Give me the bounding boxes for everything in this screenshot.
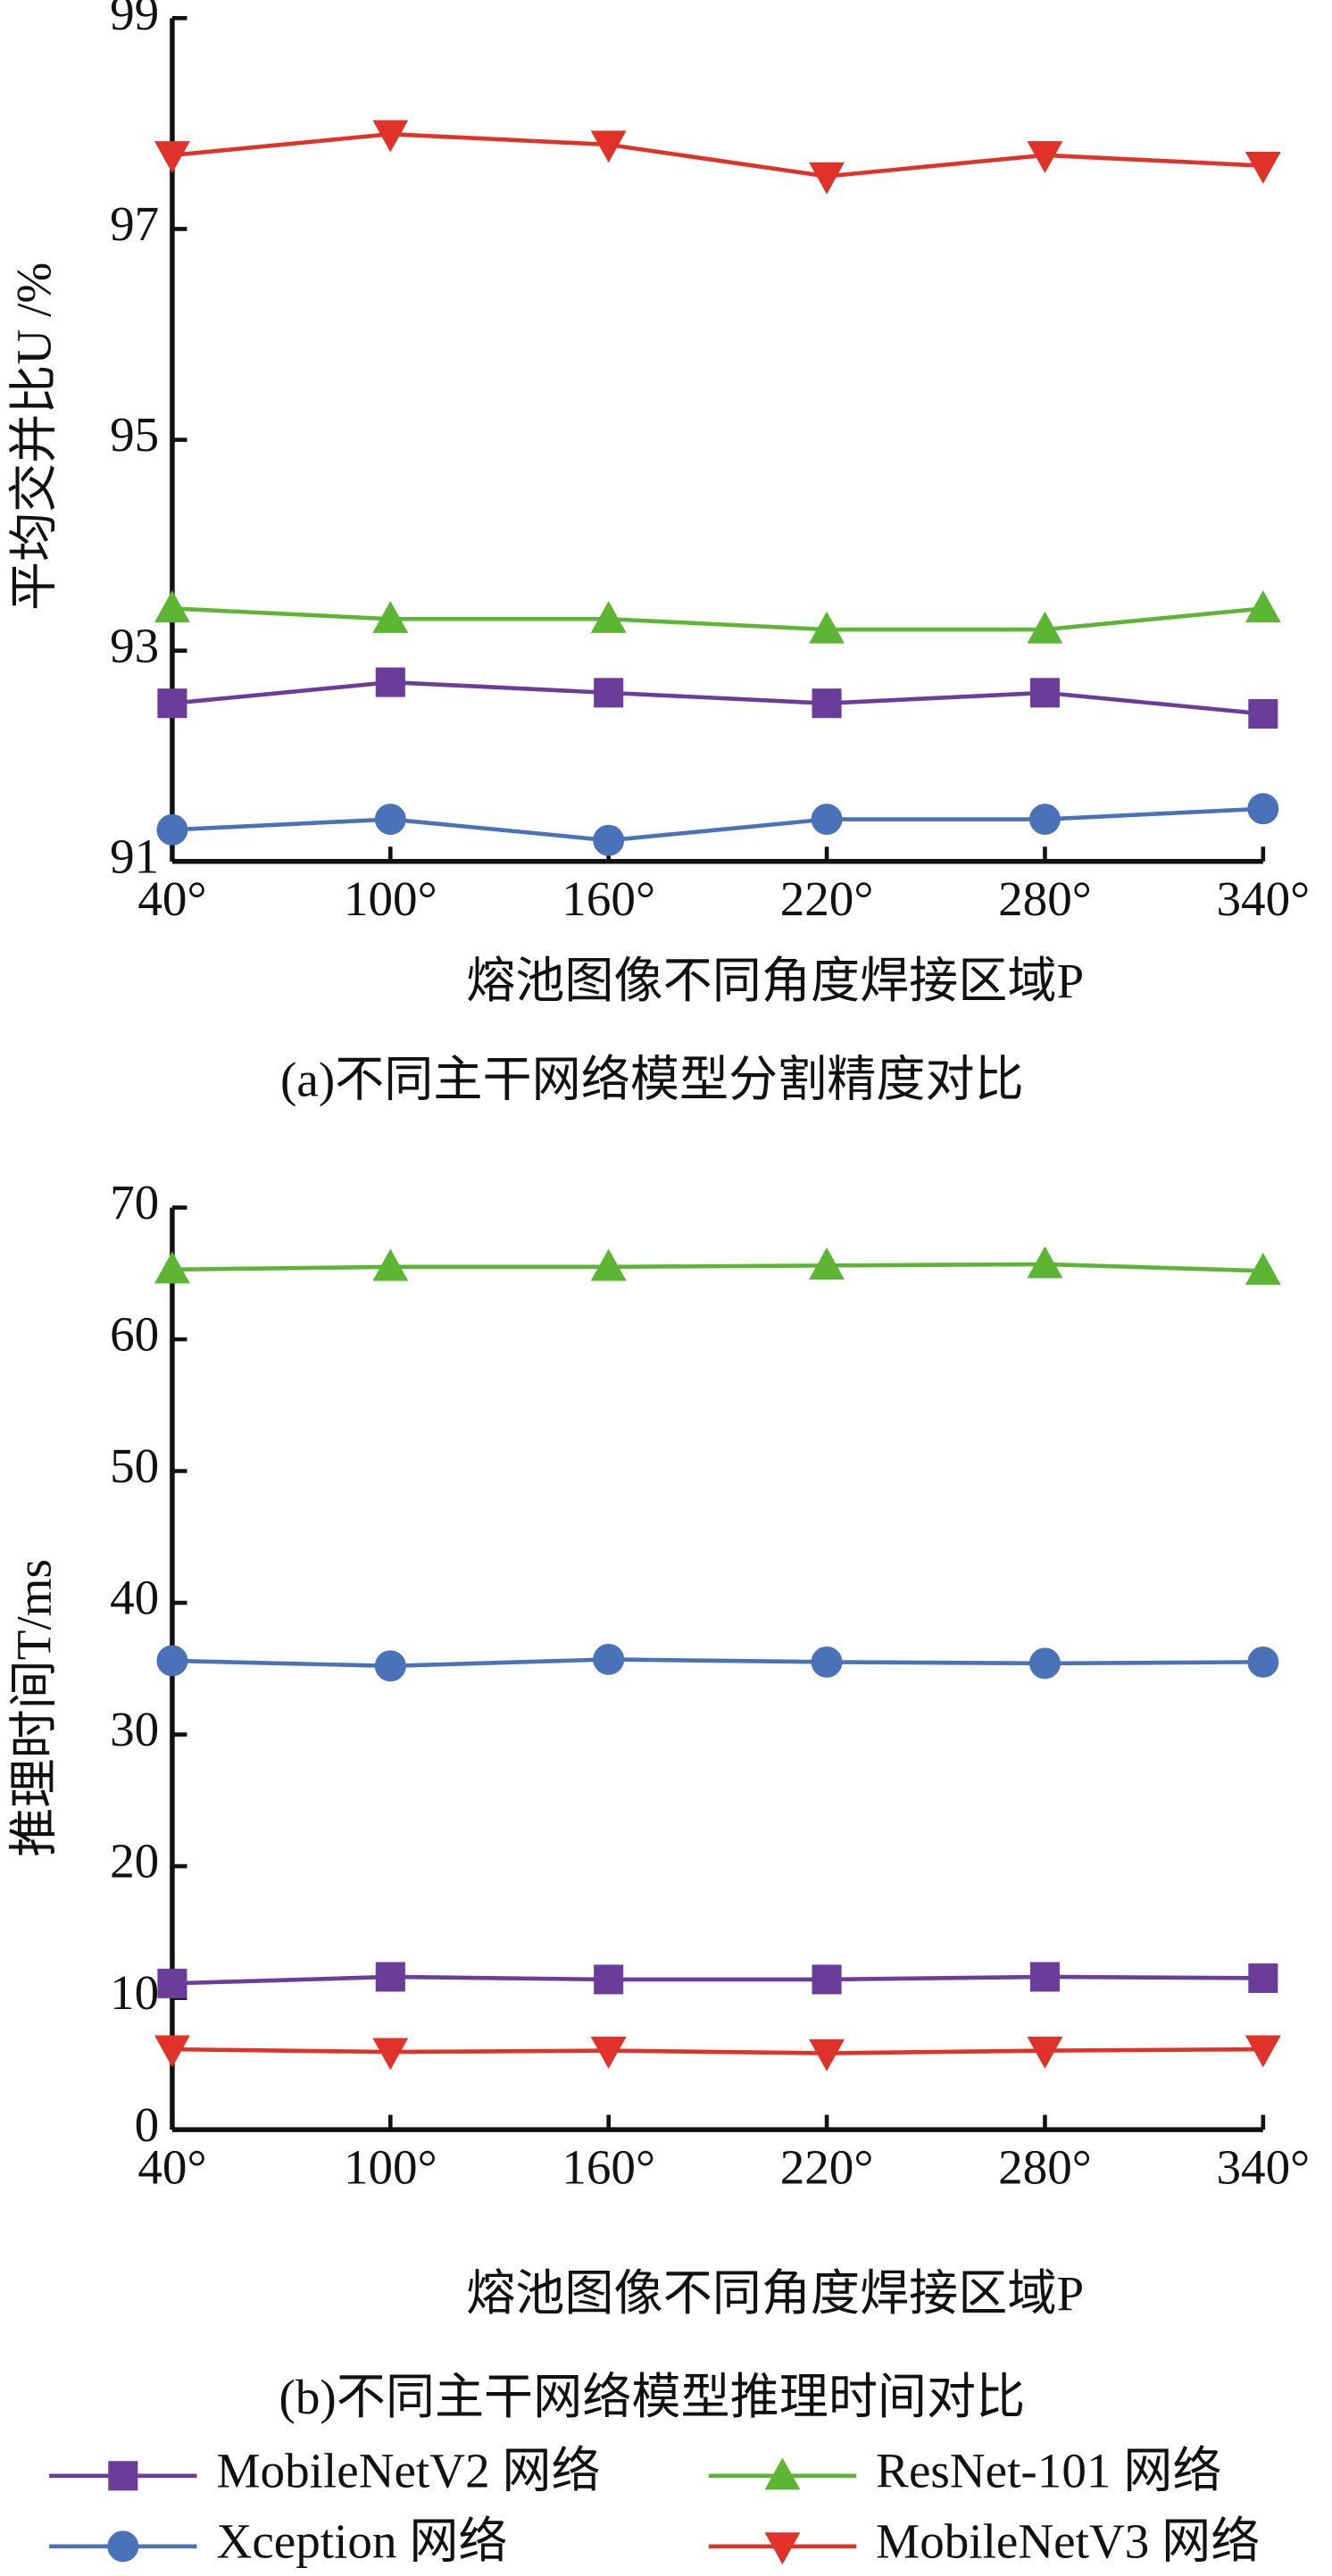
data-point [1245, 590, 1281, 623]
data-point [372, 1248, 409, 1281]
data-point [1245, 1253, 1281, 1285]
data-point [809, 162, 845, 195]
data-point [1028, 1647, 1061, 1680]
legend-marker [108, 2461, 138, 2491]
y-tick-label: 20 [110, 1834, 159, 1888]
y-tick-label: 50 [110, 1438, 159, 1493]
series-line [171, 2047, 1263, 2055]
legend-label: ResNet-101 网络 [876, 2443, 1221, 2497]
y-tick-label: 97 [110, 196, 159, 251]
data-point [154, 1251, 190, 1284]
data-point [156, 1645, 188, 1677]
y-tick-label: 40 [110, 1571, 159, 1625]
series-line [171, 1974, 1263, 1986]
data-point [1248, 1963, 1278, 1993]
data-point [809, 611, 845, 644]
data-point [374, 804, 406, 835]
y-tick-label: 60 [110, 1307, 159, 1362]
y-tick-label: 91 [110, 829, 159, 883]
series-line [171, 806, 1263, 843]
y-tick-label: 30 [110, 1702, 159, 1756]
legend-label: Xception 网络 [217, 2513, 508, 2568]
data-point [156, 813, 188, 846]
y-tick-label: 10 [110, 1965, 159, 2020]
data-point [1248, 698, 1278, 729]
data-point [1028, 804, 1061, 835]
legend-marker [764, 2457, 801, 2490]
y-tick-label: 93 [110, 618, 159, 672]
x-axis-label: 熔池图像不同角度焊接区域P [466, 954, 1084, 1008]
x-tick-label: 40° [137, 871, 206, 926]
data-point [1027, 141, 1063, 174]
series-line [171, 679, 1264, 716]
data-point [374, 1650, 406, 1682]
x-tick-label: 220° [780, 871, 874, 926]
data-point [809, 2038, 845, 2072]
data-point [590, 2036, 627, 2069]
data-point [157, 688, 187, 719]
legend-label: MobileNetV2 网络 [217, 2443, 601, 2497]
data-point [594, 1964, 624, 1995]
data-point [811, 804, 843, 835]
y-tick-label: 99 [110, 0, 159, 40]
data-point [1029, 678, 1060, 708]
data-point [1027, 2036, 1063, 2069]
data-point [812, 688, 842, 719]
x-axis-label: 熔池图像不同角度焊接区域P [466, 2266, 1084, 2321]
data-point [157, 1968, 187, 1998]
series-line [171, 131, 1263, 179]
data-point [1245, 151, 1281, 184]
series-line [171, 1657, 1263, 1669]
data-point [590, 600, 627, 633]
data-point [1027, 611, 1063, 644]
data-point [375, 667, 405, 697]
data-point [372, 120, 409, 153]
legend-marker [764, 2532, 801, 2565]
x-tick-label: 280° [998, 871, 1092, 926]
data-point [812, 1964, 842, 1995]
x-tick-label: 160° [562, 871, 655, 926]
data-point [1027, 1246, 1063, 1279]
y-tick-label: 70 [110, 1175, 159, 1230]
x-tick-label: 40° [137, 2140, 206, 2195]
x-tick-label: 340° [1216, 871, 1310, 926]
data-point [809, 1247, 845, 1280]
y-axis-label: 平均交并比U /% [7, 263, 62, 611]
data-point [1247, 793, 1279, 825]
y-axis-label: 推理时间T/ms [7, 1559, 62, 1857]
data-point [154, 2035, 190, 2068]
x-tick-label: 340° [1216, 2140, 1310, 2195]
data-point [372, 600, 409, 633]
caption: (a)不同主干网络模型分割精度对比 [280, 1052, 1024, 1106]
x-tick-label: 160° [562, 2140, 655, 2195]
data-point [372, 2038, 409, 2071]
data-point [594, 678, 624, 708]
data-point [811, 1646, 843, 1678]
data-point [1245, 2035, 1281, 2068]
data-point [375, 1962, 405, 1992]
y-tick-label: 0 [135, 2097, 160, 2152]
data-point [1247, 1646, 1279, 1678]
legend-marker [107, 2530, 139, 2563]
data-point [593, 824, 625, 856]
data-point [154, 141, 190, 174]
series-line [171, 606, 1264, 632]
legend-label: MobileNetV3 网络 [876, 2513, 1260, 2568]
data-point [1029, 1962, 1060, 1992]
x-tick-label: 280° [998, 2140, 1092, 2195]
data-point [154, 590, 190, 623]
x-tick-label: 100° [344, 2140, 437, 2195]
series-line [171, 1262, 1263, 1273]
data-point [590, 1248, 627, 1281]
caption: (b)不同主干网络模型推理时间对比 [279, 2370, 1025, 2424]
y-tick-label: 95 [110, 407, 159, 462]
x-tick-label: 100° [344, 871, 437, 926]
data-point [590, 130, 627, 163]
x-tick-label: 220° [780, 2140, 874, 2195]
data-point [593, 1644, 625, 1675]
